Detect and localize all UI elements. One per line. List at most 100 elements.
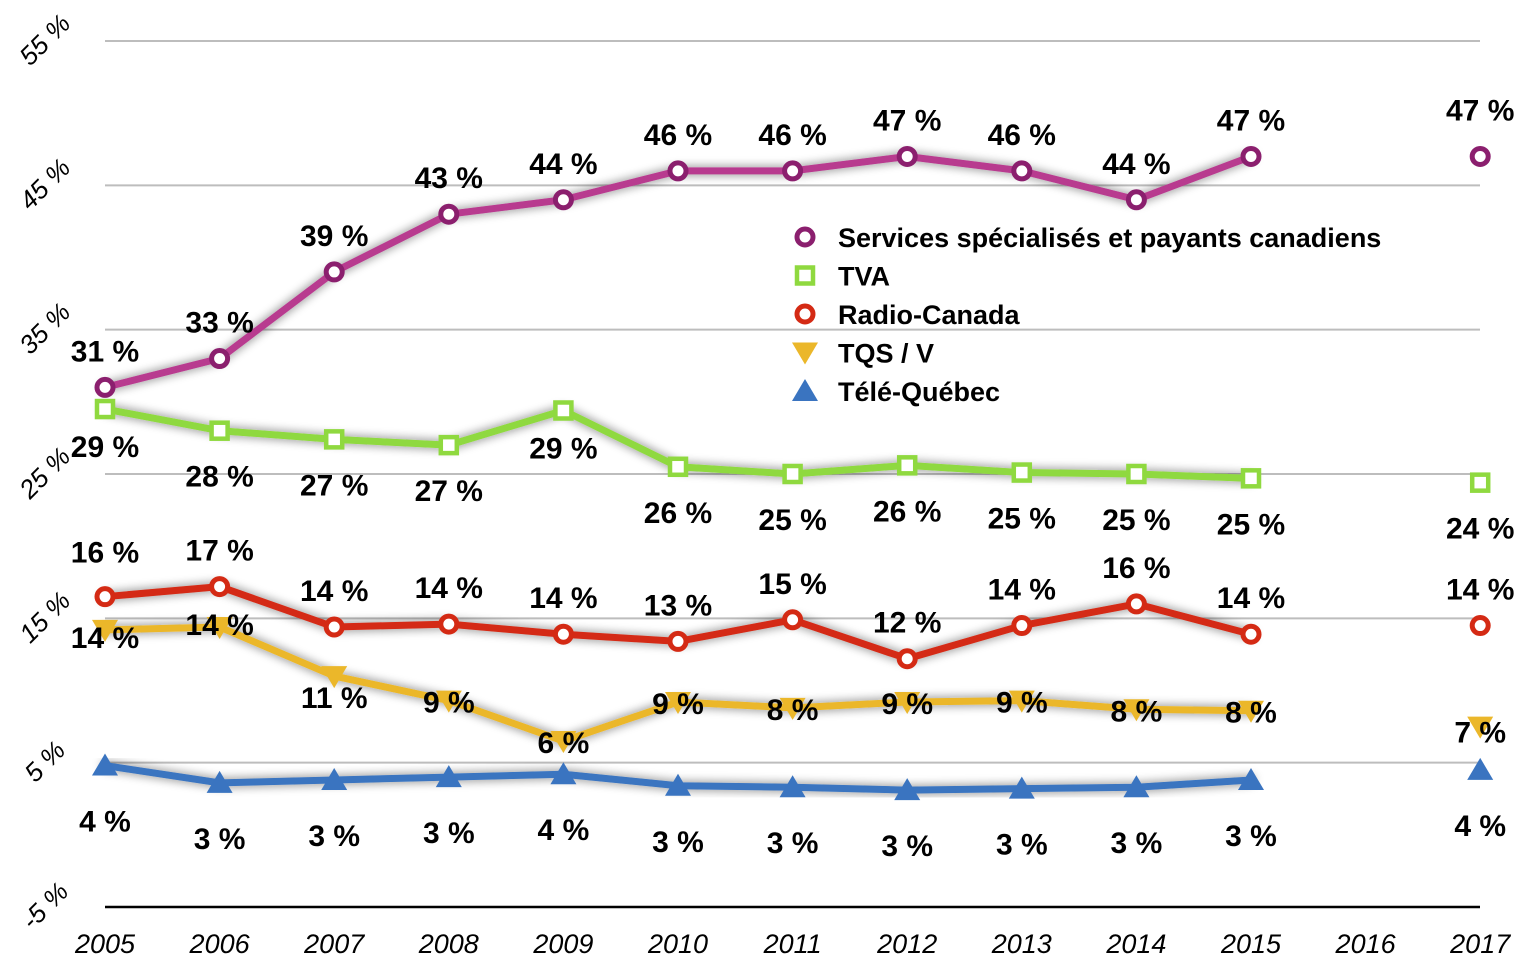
- legend-item: TVA: [794, 262, 890, 292]
- data-point: [1123, 775, 1150, 798]
- data-labels: 31 % 33 % 39 % 43 % 44 % 46 % 46 % 47 % 46 % 44 %…: [71, 94, 1515, 863]
- data-point: [782, 609, 804, 631]
- x-tick-label: 2013: [991, 929, 1052, 959]
- data-label: 47 %: [1217, 104, 1285, 137]
- y-tick-label: 5 %: [18, 735, 71, 788]
- data-label: 33 %: [185, 307, 253, 340]
- data-point: [92, 619, 118, 642]
- data-point: [94, 376, 116, 398]
- data-label: 6 %: [538, 727, 590, 760]
- data-label: 9 %: [996, 687, 1048, 720]
- data-point: [553, 400, 574, 421]
- data-point: [667, 160, 689, 182]
- data-point: [894, 778, 921, 801]
- data-point: [323, 616, 345, 638]
- legend-item: TQS / V: [792, 339, 934, 369]
- x-tick-label: 2010: [647, 929, 708, 959]
- y-tick-label: -5 %: [15, 876, 74, 935]
- data-label: 3 %: [194, 823, 246, 856]
- data-point: [1008, 776, 1035, 799]
- data-label: 17 %: [185, 535, 253, 568]
- x-tick-label: 2015: [1220, 929, 1282, 959]
- data-point: [667, 630, 689, 652]
- data-label: 47 %: [1446, 94, 1514, 127]
- x-tick-label: 2005: [74, 929, 136, 959]
- data-point: [1238, 700, 1264, 723]
- legend-item: Services spécialisés et payants canadien…: [794, 223, 1381, 253]
- data-point: [1011, 462, 1033, 483]
- data-label: 3 %: [767, 827, 819, 860]
- data-point: [94, 398, 116, 420]
- legend-marker: [792, 342, 818, 365]
- data-label: 29 %: [529, 432, 597, 465]
- legend: Services spécialisés et payants canadien…: [792, 223, 1381, 407]
- data-point: [323, 429, 345, 450]
- data-label: 16 %: [1102, 552, 1170, 585]
- data-point: [1469, 472, 1491, 493]
- data-point: [1240, 145, 1262, 167]
- data-point: [321, 666, 348, 689]
- legend-marker: [794, 303, 816, 325]
- data-point: [782, 160, 804, 182]
- data-label: 44 %: [1102, 148, 1170, 181]
- series-4: [92, 753, 1494, 801]
- data-point: [550, 731, 577, 754]
- data-label: 9 %: [423, 687, 475, 720]
- data-point: [896, 145, 918, 167]
- data-point: [1008, 690, 1035, 713]
- data-label: 3 %: [1111, 827, 1163, 860]
- data-point: [435, 765, 462, 788]
- data-point: [438, 613, 460, 635]
- data-label: 27 %: [300, 469, 368, 502]
- data-label: 3 %: [308, 820, 360, 853]
- data-label: 25 %: [1102, 504, 1170, 537]
- x-tick-label: 2012: [876, 929, 937, 959]
- y-tick-label: 55 %: [13, 8, 76, 71]
- data-point: [665, 692, 691, 715]
- data-point: [1123, 699, 1150, 722]
- y-tick-label: 25 %: [12, 441, 76, 505]
- series-line: [101, 152, 1255, 391]
- data-point: [1126, 463, 1147, 485]
- legend-item: Télé-Québec: [792, 377, 1000, 407]
- data-point: [1467, 757, 1494, 780]
- data-label: 4 %: [1454, 810, 1506, 843]
- data-point: [438, 434, 460, 456]
- legend-label: Télé-Québec: [838, 377, 1000, 407]
- x-tick-label: 2014: [1105, 929, 1166, 959]
- data-label: 14 %: [1217, 582, 1285, 615]
- y-tick-label: 45 %: [13, 152, 76, 215]
- data-point: [1469, 615, 1491, 637]
- x-tick-label: 2017: [1449, 929, 1511, 959]
- data-label: 8 %: [1225, 697, 1277, 730]
- data-label: 11 %: [301, 682, 368, 715]
- x-tick-label: 2016: [1335, 929, 1397, 959]
- data-label: 15 %: [758, 568, 826, 601]
- data-label: 3 %: [652, 826, 704, 859]
- legend-marker: [792, 379, 818, 401]
- legend-marker: [794, 265, 816, 286]
- data-label: 13 %: [644, 589, 712, 622]
- data-point: [1011, 160, 1033, 182]
- data-label: 26 %: [873, 495, 941, 528]
- data-label: 3 %: [1225, 820, 1277, 853]
- data-label: 9 %: [881, 688, 933, 721]
- data-point: [550, 762, 577, 785]
- data-point: [206, 770, 233, 793]
- data-point: [209, 420, 230, 441]
- data-label: 24 %: [1446, 513, 1514, 546]
- data-point: [321, 767, 348, 790]
- data-label: 9 %: [652, 688, 704, 721]
- data-label: 14 %: [529, 582, 597, 615]
- x-tick-label: 2007: [303, 929, 365, 959]
- data-label: 43 %: [415, 162, 483, 195]
- data-point: [435, 690, 462, 713]
- data-label: 14 %: [300, 575, 368, 608]
- data-label: 25 %: [988, 503, 1056, 536]
- data-label: 47 %: [873, 104, 941, 137]
- data-point: [896, 648, 918, 670]
- data-point: [1238, 767, 1264, 790]
- legend-label: Radio-Canada: [838, 300, 1021, 330]
- x-tick-label: 2006: [189, 929, 251, 959]
